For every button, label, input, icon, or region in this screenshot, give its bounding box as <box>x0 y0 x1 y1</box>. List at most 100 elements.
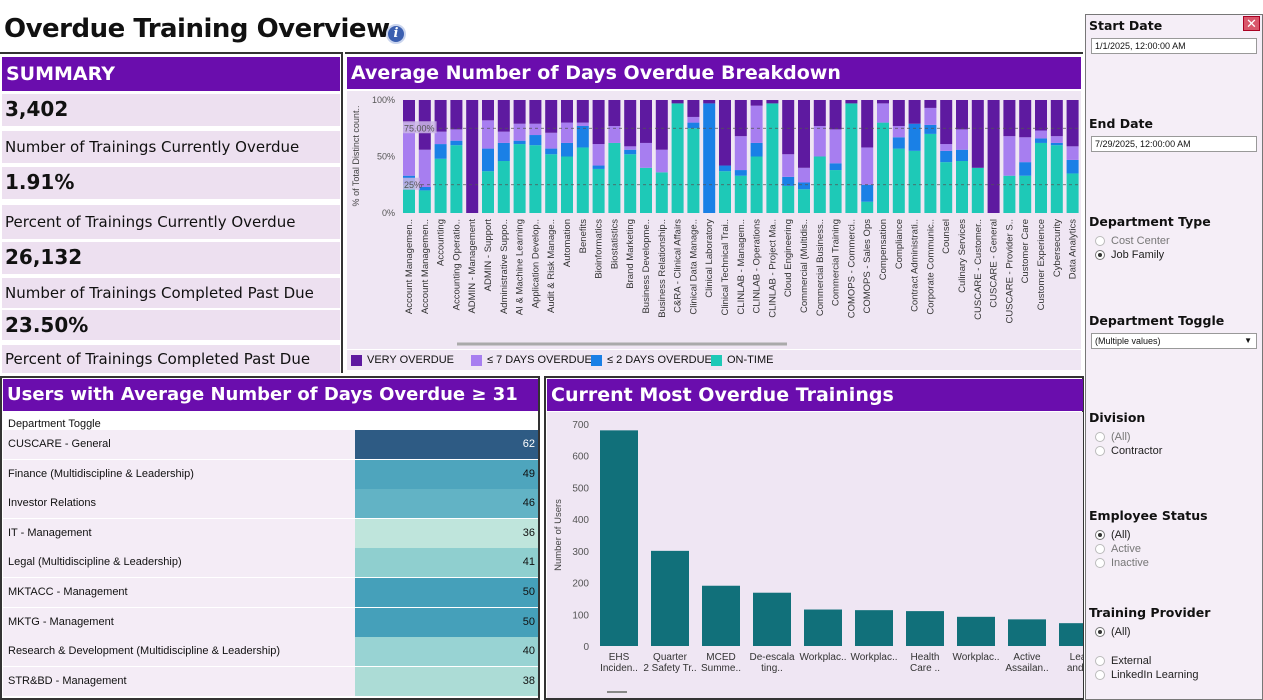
training-provider-title: Training Provider <box>1089 605 1211 620</box>
radio-division-all[interactable]: (All) <box>1095 431 1131 443</box>
radio-linkedin-learning[interactable]: LinkedIn Learning <box>1095 669 1198 681</box>
close-icon[interactable]: ✕ <box>1243 16 1260 31</box>
radio-button[interactable] <box>1095 558 1105 568</box>
radio-button[interactable] <box>1095 670 1105 680</box>
table-row[interactable]: Legal (Multidiscipline & Leadership) 41 <box>3 548 538 578</box>
stacked-bar-segment <box>403 100 415 123</box>
stacked-bar-segment <box>624 149 637 155</box>
stacked-bar-segment <box>940 144 953 151</box>
stacked-bar-segment <box>940 100 953 145</box>
stacked-bar-segment <box>861 100 874 148</box>
table-row[interactable]: Research & Development (Multidiscipline … <box>3 637 538 667</box>
row-background <box>3 607 355 637</box>
table-row[interactable]: MKTACC - Management 50 <box>3 578 538 607</box>
radio-external[interactable]: External <box>1095 655 1151 667</box>
stacked-bar-segment <box>640 100 652 143</box>
stacked-bar-segment <box>434 144 447 159</box>
table-row[interactable]: MKTG - Management 50 <box>3 607 538 637</box>
department-toggle-column-header: Department Toggle <box>8 418 101 430</box>
x-tick-label: Summe.. <box>701 663 741 674</box>
stacked-bar-segment <box>1003 100 1016 137</box>
x-tick-label: Compliance <box>894 219 905 269</box>
radio-button[interactable] <box>1095 236 1105 246</box>
stacked-bar-segment <box>940 150 953 163</box>
bar <box>1059 623 1083 646</box>
radio-label: Cost Center <box>1111 235 1170 247</box>
stacked-bar-segment <box>418 149 431 188</box>
radio-button[interactable] <box>1095 544 1105 554</box>
stacked-bar-segment <box>734 136 747 171</box>
heat-value: 50 <box>522 615 535 628</box>
radio-button[interactable] <box>1095 250 1105 260</box>
radio-contractor[interactable]: Contractor <box>1095 445 1162 457</box>
y-tick-label: 700 <box>572 420 589 431</box>
legend-item-very-overdue[interactable]: VERY OVERDUE <box>351 354 454 366</box>
department-toggle-select[interactable]: (Multiple values) ▼ <box>1091 333 1257 349</box>
y-tick-label: 100% <box>372 95 395 105</box>
radio-job-family[interactable]: Job Family <box>1095 249 1164 261</box>
stacked-bar-segment <box>655 172 668 213</box>
x-tick-label: Bioinformatics <box>594 219 605 279</box>
start-date-title: Start Date <box>1089 18 1163 33</box>
department-name: STR&BD - Management <box>8 674 127 687</box>
x-tick-label: Health <box>911 652 940 663</box>
row-background <box>3 578 355 607</box>
end-date-input[interactable]: 7/29/2025, 12:00:00 AM <box>1091 136 1257 152</box>
heat-cell: 38 <box>355 666 538 696</box>
stacked-bar-segment <box>924 124 937 134</box>
stacked-bar-chart: % of Total Distinct count.. 100% 50% 0% Acco… <box>351 95 1081 346</box>
radio-button[interactable] <box>1095 446 1105 456</box>
x-tick-label: Active <box>1013 652 1041 663</box>
stacked-bar-segment <box>766 103 779 213</box>
legend-item-on-time[interactable]: ON-TIME <box>711 354 773 366</box>
x-tick-label: Customer Experience <box>1036 219 1047 310</box>
table-row[interactable]: IT - Management 36 <box>3 518 538 548</box>
table-row[interactable]: CUSCARE - General 62 <box>3 430 538 459</box>
radio-provider-all[interactable]: (All) <box>1095 626 1131 638</box>
avg-days-overdue-panel: Average Number of Days Overdue Breakdown… <box>345 52 1083 373</box>
division-title: Division <box>1089 410 1146 425</box>
stacked-bar-segment <box>450 145 463 213</box>
stacked-bar-segment <box>829 163 842 171</box>
stacked-bar-segment <box>561 122 573 143</box>
stacked-bar-segment <box>987 100 1000 213</box>
heat-cell: 36 <box>355 518 538 548</box>
legend-swatch <box>351 354 362 366</box>
stacked-bar-segment <box>608 142 621 213</box>
heat-value: 36 <box>522 526 535 539</box>
x-tick-label: Counsel <box>941 219 952 254</box>
stacked-bar-segment <box>545 154 558 213</box>
bar <box>1008 619 1046 646</box>
avg-days-overdue-plot: % of Total Distinct count.. 100% 50% 0% Acco… <box>347 91 1081 349</box>
radio-button[interactable] <box>1095 656 1105 666</box>
legend-item-7-days[interactable]: ≤ 7 DAYS OVERDUE <box>471 354 592 366</box>
radio-button[interactable] <box>1095 627 1105 637</box>
stacked-bar-segment <box>1066 100 1079 147</box>
stacked-bar-segment <box>956 149 968 162</box>
start-date-input[interactable]: 1/1/2025, 12:00:00 AM <box>1091 38 1257 54</box>
info-icon[interactable]: i <box>386 24 406 44</box>
stacked-bar-segment <box>892 100 905 126</box>
x-tick-label: Business Developme.. <box>641 219 652 314</box>
table-row[interactable]: STR&BD - Management 38 <box>3 666 538 696</box>
radio-status-all[interactable]: (All) <box>1095 529 1131 541</box>
legend-item-2-days[interactable]: ≤ 2 DAYS OVERDUE <box>591 354 712 366</box>
x-tick-label: Lea <box>1070 652 1083 663</box>
radio-inactive[interactable]: Inactive <box>1095 557 1149 569</box>
stacked-bar-segment <box>592 165 605 169</box>
radio-cost-center[interactable]: Cost Center <box>1095 235 1170 247</box>
stacked-bar-segment <box>687 116 700 123</box>
row-background <box>3 666 355 696</box>
radio-active[interactable]: Active <box>1095 543 1141 555</box>
stacked-bar-segment <box>434 158 447 213</box>
table-row[interactable]: Finance (Multidiscipline & Leadership) 49 <box>3 459 538 489</box>
radio-button[interactable] <box>1095 432 1105 442</box>
legend-label: ≤ 7 DAYS OVERDUE <box>487 354 592 366</box>
reference-label-bg <box>403 177 420 190</box>
x-tick-label: Brand Marketing <box>625 219 636 289</box>
radio-button[interactable] <box>1095 530 1105 540</box>
heat-cell: 40 <box>355 637 538 667</box>
stacked-bar-segment <box>719 165 731 172</box>
table-row[interactable]: Investor Relations 46 <box>3 489 538 519</box>
heat-cell: 62 <box>355 430 538 459</box>
